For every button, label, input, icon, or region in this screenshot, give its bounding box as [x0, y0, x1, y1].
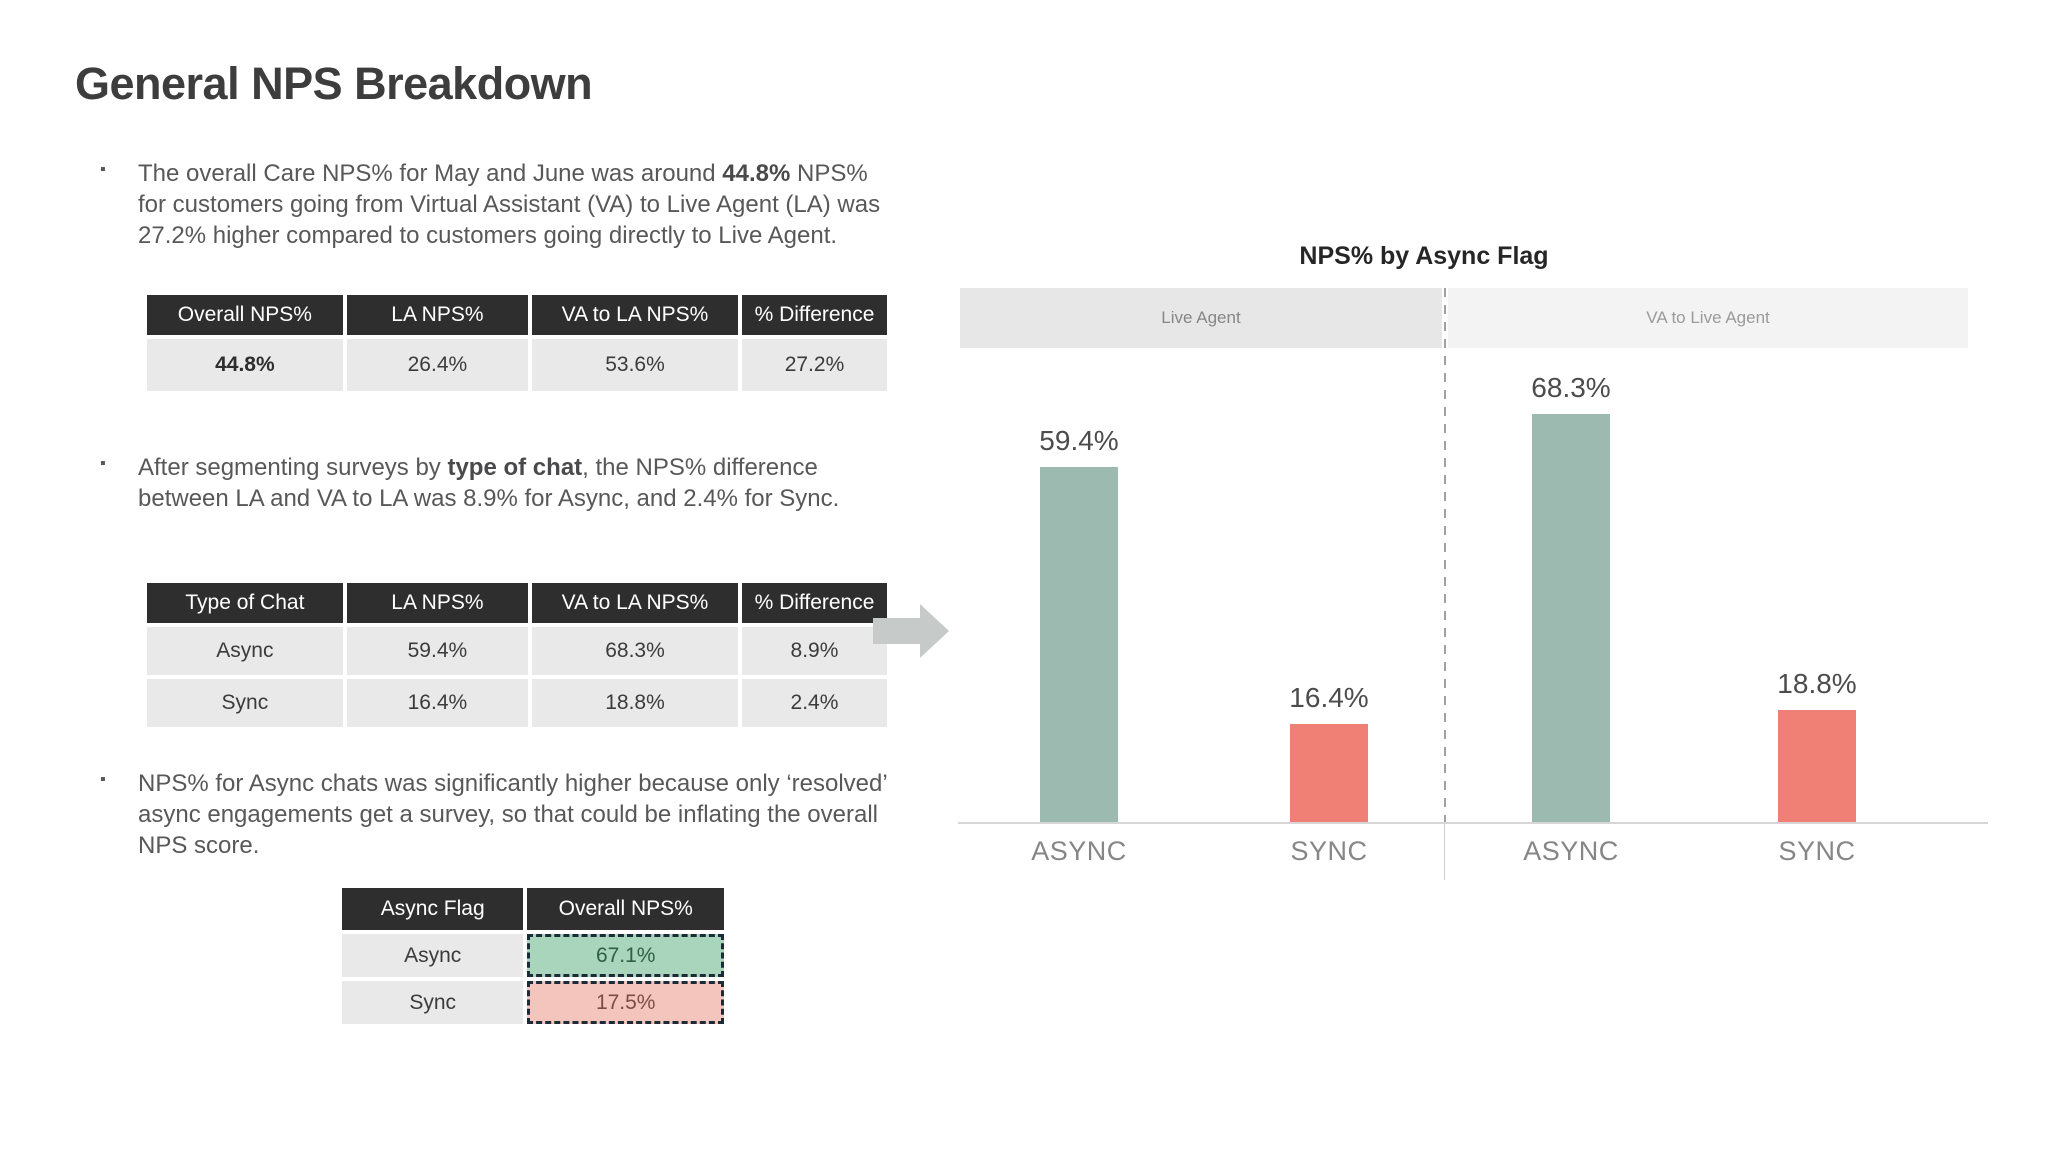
- table-header-cell: % Difference: [741, 583, 887, 623]
- chart-title: NPS% by Async Flag: [1299, 242, 1549, 270]
- table-header-cell: LA NPS%: [346, 295, 529, 335]
- panel-divider-dashed-line: [1444, 288, 1446, 822]
- nps-by-async-flag-chart: NPS% by Async Flag Live Agent 59.4% ASYNC 1…: [958, 240, 1990, 890]
- table-cell: 18.8%: [532, 679, 738, 727]
- bullet-marker: ▪: [100, 771, 106, 788]
- table-header-cell: Async Flag: [342, 888, 524, 930]
- table-header-cell: % Difference: [741, 295, 887, 335]
- bar-va-to-live-agent-sync: [1778, 710, 1856, 822]
- bullet-text-segment: The overall Care NPS% for May and June w…: [138, 160, 723, 187]
- table-cell: 8.9%: [741, 627, 887, 675]
- bullet-text-segment: After segmenting surveys by: [138, 454, 448, 481]
- bar-value-label: 59.4%: [1039, 425, 1119, 456]
- bullet-text: NPS% for Async chats was significantly h…: [138, 768, 888, 861]
- bullet-text: The overall Care NPS% for May and June w…: [138, 158, 888, 251]
- table-cell: Sync: [147, 679, 343, 727]
- table-cell: 68.3%: [532, 627, 738, 675]
- arrow-shaft: [873, 618, 920, 644]
- table-cell: Async: [342, 934, 524, 977]
- category-label: SYNC: [1290, 836, 1368, 866]
- table-cell: 2.4%: [741, 679, 887, 727]
- bar-live-agent-sync: [1290, 724, 1368, 822]
- table-header-cell: Overall NPS%: [527, 888, 724, 930]
- bar-value-label: 18.8%: [1777, 668, 1857, 699]
- panel-header-live-agent: Live Agent: [960, 288, 1442, 348]
- table-header-cell: LA NPS%: [346, 583, 529, 623]
- panel-divider-solid-line: [1444, 822, 1445, 880]
- bullet-text-segment: NPS% for Async chats was significantly h…: [138, 770, 887, 859]
- panel-header-va-to-live-agent: VA to Live Agent: [1448, 288, 1968, 348]
- table-cell: 27.2%: [741, 339, 887, 391]
- right-arrow-icon: [873, 604, 949, 658]
- table-cell: 67.1%: [527, 934, 724, 977]
- bullet-text-bold: type of chat: [447, 454, 583, 481]
- bullet-text: After segmenting surveys by type of chat…: [138, 452, 888, 514]
- table-cell: 26.4%: [346, 339, 529, 391]
- bullet-item-overall-nps: ▪ The overall Care NPS% for May and June…: [100, 158, 890, 251]
- arrow-head: [920, 604, 949, 658]
- overall-nps-table: Overall NPS% LA NPS% VA to LA NPS%% Differ…: [147, 295, 887, 391]
- category-label: SYNC: [1778, 836, 1856, 866]
- bullet-text-bold: 44.8%: [722, 160, 791, 187]
- table-cell: 53.6%: [532, 339, 738, 391]
- bar-va-to-live-agent-async: [1532, 414, 1610, 822]
- bullet-marker: ▪: [100, 161, 106, 178]
- table-header-cell: Overall NPS%: [147, 295, 343, 335]
- table-cell: 44.8%: [147, 339, 343, 391]
- table-cell: 17.5%: [527, 981, 724, 1024]
- bullet-item-type-of-chat: ▪ After segmenting surveys by type of ch…: [100, 452, 890, 514]
- table-cell: Sync: [342, 981, 524, 1024]
- category-label: ASYNC: [1031, 836, 1127, 866]
- bullet-item-async-inflation: ▪ NPS% for Async chats was significantly…: [100, 768, 890, 861]
- bar-live-agent-async: [1040, 467, 1118, 822]
- async-flag-table: Async Flag Overall NPS% Async 67.1% Sync 17.5…: [342, 888, 724, 1024]
- table-header-cell: VA to LA NPS%: [532, 295, 738, 335]
- table-cell: 16.4%: [346, 679, 529, 727]
- table-cell: 59.4%: [346, 627, 529, 675]
- page-title: General NPS Breakdown: [75, 58, 593, 109]
- table-cell: Async: [147, 627, 343, 675]
- table-header-cell: Type of Chat: [147, 583, 343, 623]
- category-label: ASYNC: [1523, 836, 1619, 866]
- bar-value-label: 16.4%: [1289, 682, 1369, 713]
- bar-value-label: 68.3%: [1531, 372, 1611, 403]
- type-of-chat-table: Type of Chat LA NPS% VA to LA NPS%% Differ…: [147, 583, 887, 727]
- x-axis-line: [958, 822, 1988, 824]
- table-header-cell: VA to LA NPS%: [532, 583, 738, 623]
- bullet-text-segment: NPS% for customers going from Virtual As…: [138, 160, 881, 249]
- bullet-text-segment: , the NPS% difference between LA and VA …: [138, 454, 840, 512]
- bullet-marker: ▪: [100, 455, 106, 472]
